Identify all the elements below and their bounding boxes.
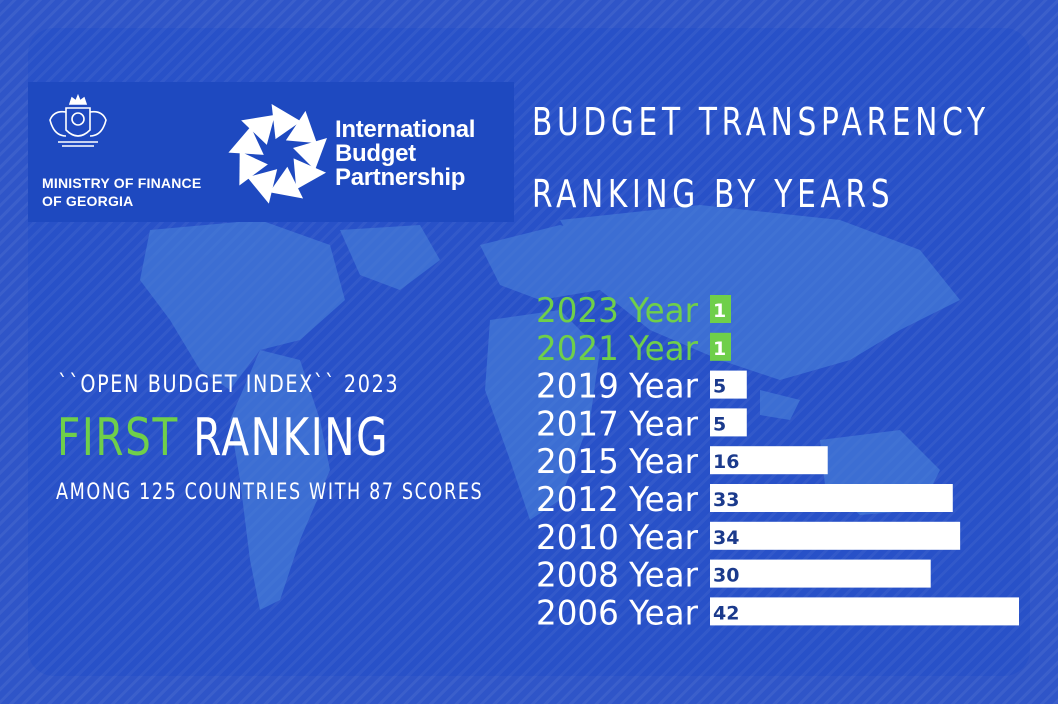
ranking-bar	[710, 332, 731, 361]
bar-category-label: 2019 Year	[536, 367, 698, 407]
ibp-line-2: Budget	[335, 140, 416, 167]
bar-value-label: 1	[713, 338, 726, 360]
ranking-bar	[710, 559, 931, 588]
ibp-name: International Budget Partnership	[335, 118, 475, 190]
ranking-bar	[710, 597, 1019, 626]
ministry-line-2: OF GEORGIA	[42, 193, 134, 209]
aperture-blade	[239, 151, 268, 186]
ranking-bar	[710, 370, 747, 399]
among-countries-subtitle: AMONG 125 COUNTRIES WITH 87 SCORES	[56, 480, 484, 505]
ranking-bar	[710, 295, 731, 323]
ranking-bar	[710, 484, 953, 512]
aperture-blade	[247, 169, 278, 204]
ministry-name: MINISTRY OF FINANCE OF GEORGIA	[42, 174, 242, 210]
aperture-blade	[269, 166, 304, 199]
ministry-line-1: MINISTRY OF FINANCE	[42, 175, 202, 191]
bar-category-label: 2023 Year	[536, 291, 698, 331]
bar-category-label: 2021 Year	[536, 329, 698, 369]
bar-value-label: 42	[713, 602, 739, 624]
bar-category-label: 2015 Year	[536, 442, 698, 482]
ranking-bar	[710, 446, 828, 475]
bar-category-label: 2006 Year	[536, 593, 698, 633]
bar-category-label: 2017 Year	[536, 404, 698, 444]
ranking-bar	[710, 408, 747, 437]
aperture-blade	[293, 138, 327, 170]
ibp-line-1: International	[335, 116, 476, 143]
aperture-blade	[228, 126, 264, 155]
open-budget-index-label: ``OPEN BUDGET INDEX`` 2023	[58, 370, 400, 398]
bar-value-label: 5	[713, 376, 726, 398]
bar-value-label: 34	[713, 527, 739, 549]
ranking-word: RANKING	[193, 408, 390, 468]
bar-category-label: 2010 Year	[536, 518, 698, 558]
bar-value-label: 5	[713, 413, 726, 435]
bar-value-label: 1	[713, 300, 726, 322]
first-word: FIRST	[57, 408, 179, 468]
bar-value-label: 33	[713, 489, 739, 511]
chart-title-line-1: BUDGET TRANSPARENCY	[532, 100, 990, 144]
bar-value-label: 16	[713, 451, 739, 473]
ranking-bar	[710, 521, 961, 550]
chart-title-line-2: RANKING BY YEARS	[532, 172, 895, 216]
logo-banner: MINISTRY OF FINANCE OF GEORGIA Internati…	[28, 82, 514, 222]
georgia-coat-of-arms-icon	[49, 93, 107, 147]
first-ranking-headline: FIRST RANKING	[57, 408, 389, 468]
ibp-line-3: Partnership	[335, 164, 466, 191]
aperture-blade	[271, 103, 302, 140]
aperture-blade	[241, 114, 275, 145]
ibp-aperture-logo-icon	[228, 103, 327, 204]
aperture-blade	[285, 110, 317, 144]
bar-value-label: 30	[713, 565, 739, 587]
bar-category-label: 2012 Year	[536, 480, 698, 520]
bar-category-label: 2008 Year	[536, 556, 698, 596]
aperture-blade	[293, 158, 327, 190]
